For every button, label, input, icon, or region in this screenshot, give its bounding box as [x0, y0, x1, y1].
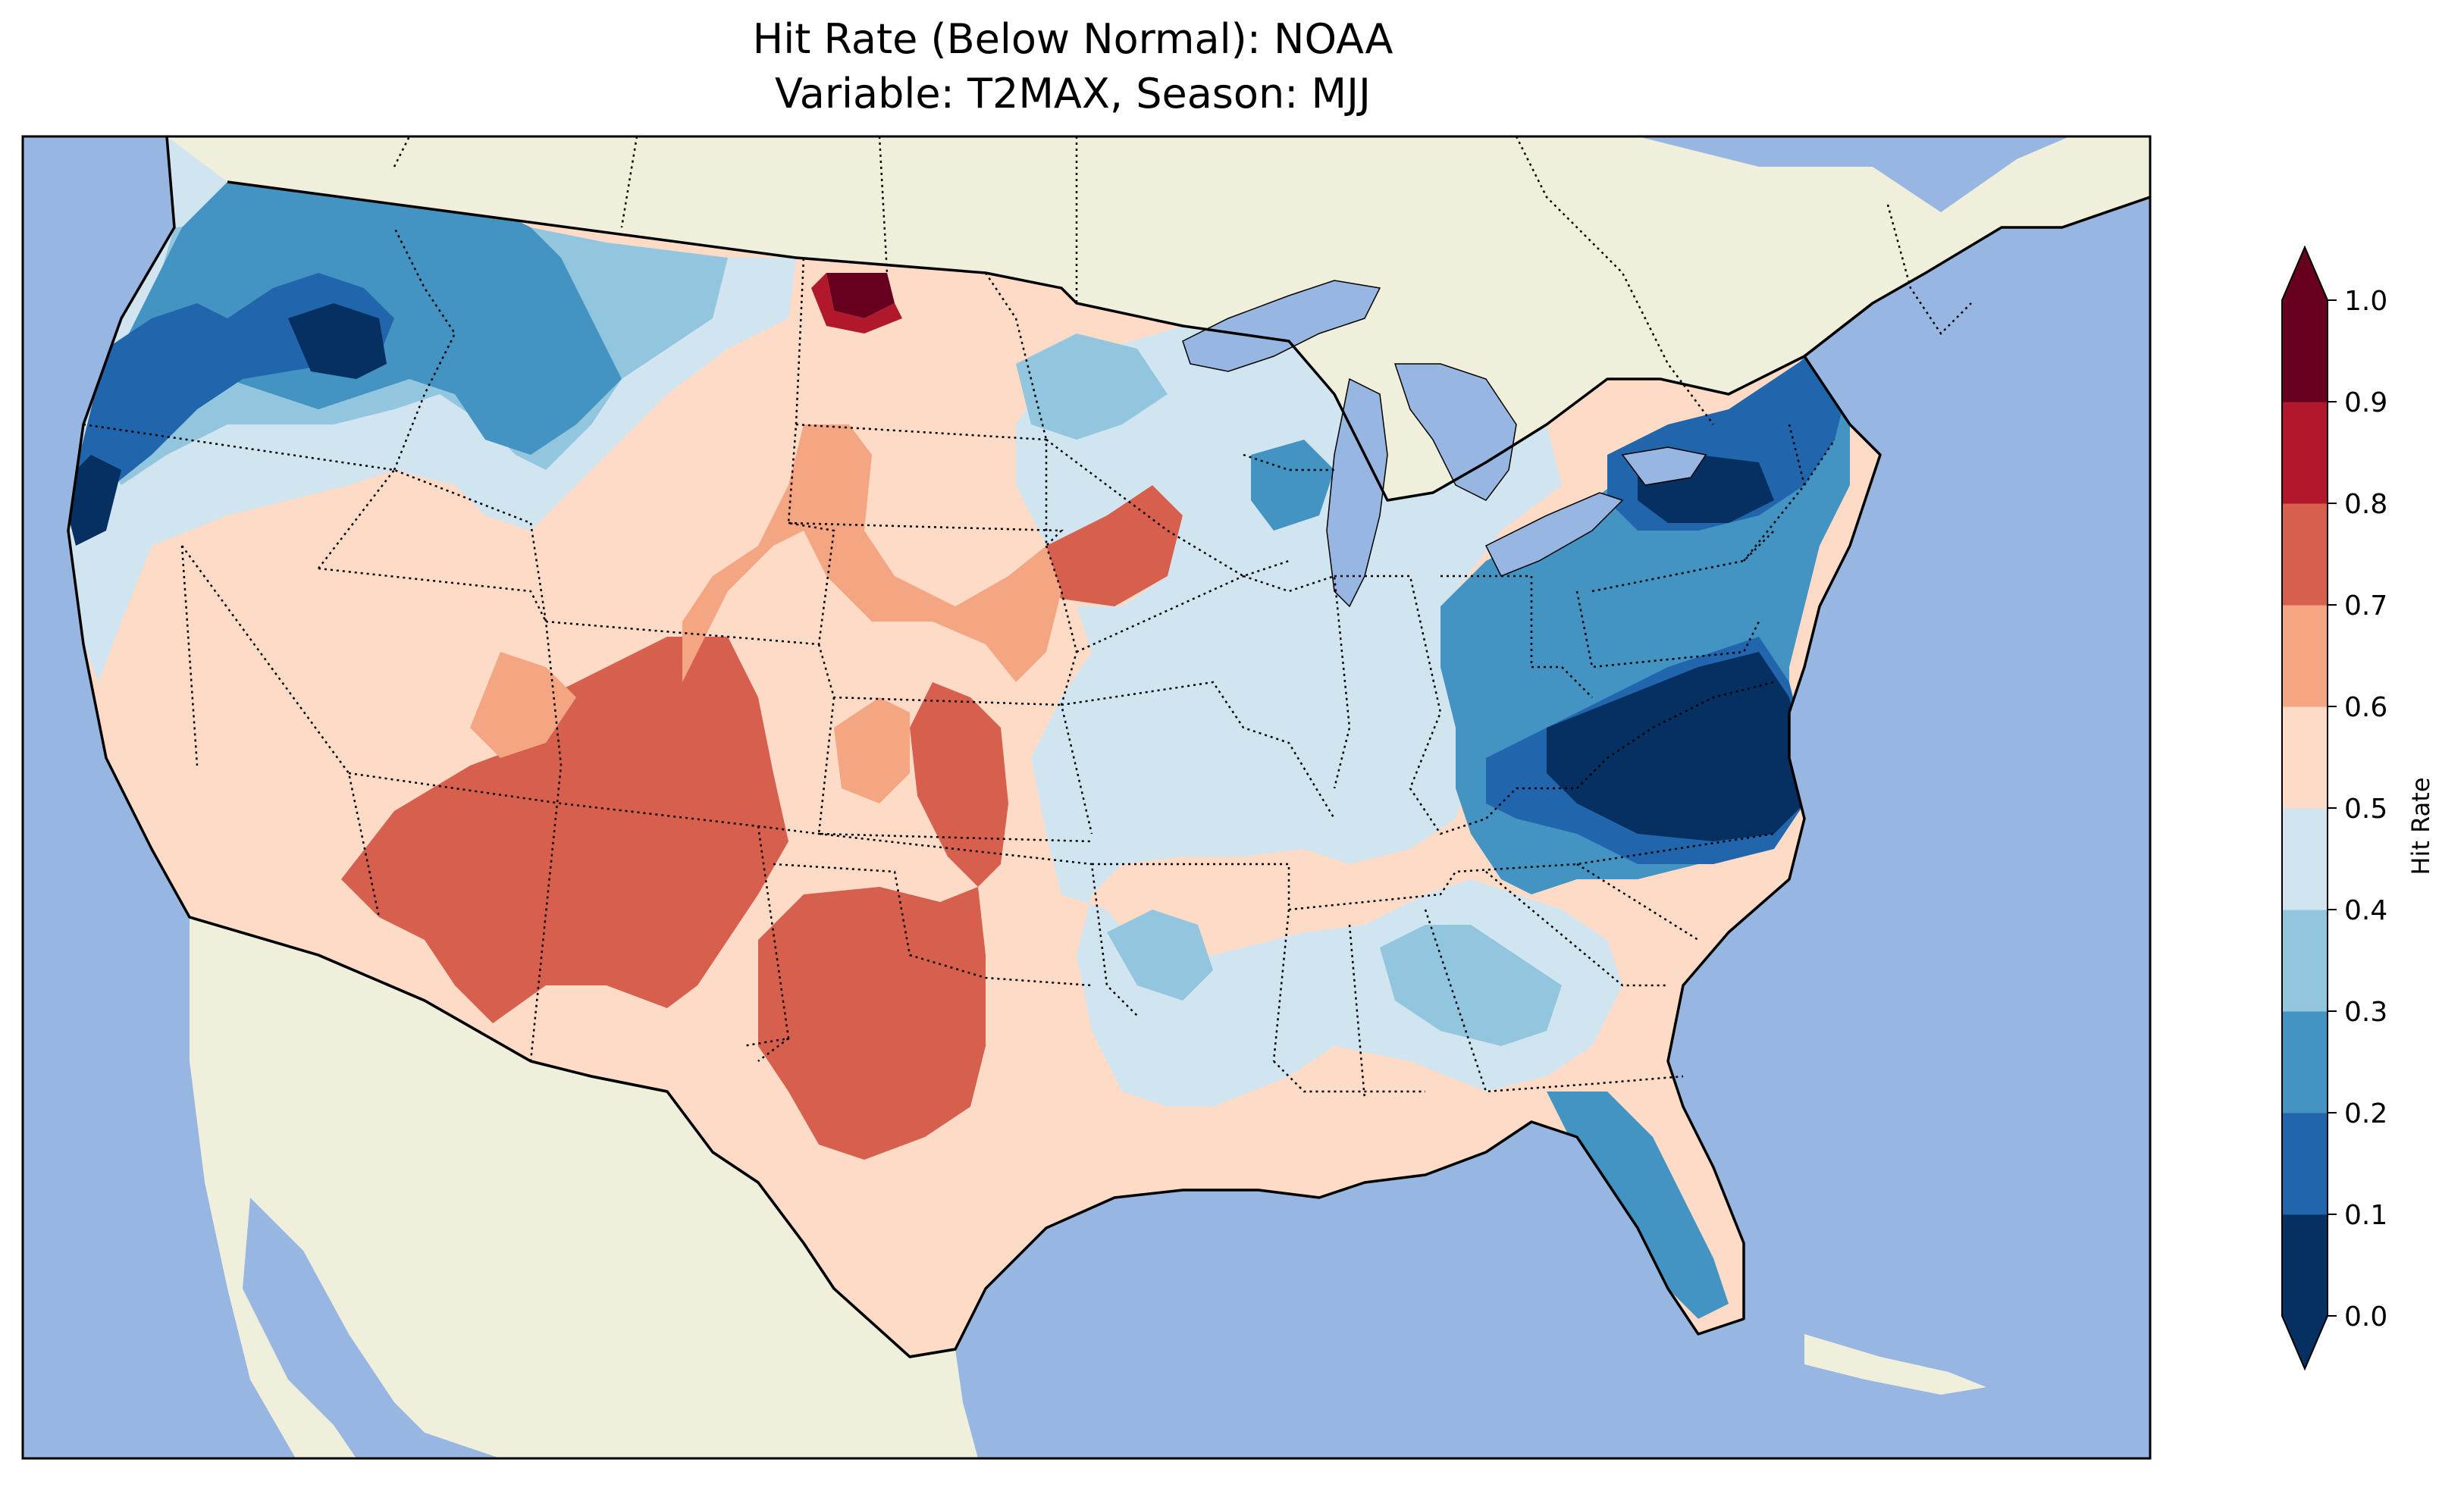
region-montana-ring: [811, 273, 902, 334]
colorbar-tick-label: 0.1: [2344, 1200, 2387, 1231]
region-idaho-darkest: [288, 303, 387, 379]
us-canada-border: [227, 180, 1874, 502]
region-ut-orange: [470, 652, 576, 758]
region-florida-blue: [1547, 1092, 1729, 1319]
region-southern-plains: [758, 887, 986, 1160]
region-plains-orange: [682, 424, 1061, 682]
mexico-land: [190, 917, 978, 1458]
colorbar-segment: [2282, 808, 2328, 910]
region-kansas-orange: [834, 697, 910, 803]
colorbar-tick-label: 0.6: [2344, 692, 2387, 723]
region-southwest: [341, 637, 788, 1023]
map-area: [23, 136, 2150, 1458]
colorbar-segment: [2282, 605, 2328, 707]
colorbar-segment: [2282, 402, 2328, 504]
hit-rate-field: [68, 136, 1850, 1319]
region-iowa: [1039, 485, 1183, 606]
colorbar-tick-label: 0.5: [2344, 794, 2387, 825]
canada-land: [167, 136, 2150, 500]
lake-erie: [1484, 492, 1624, 577]
lake-michigan: [1326, 377, 1388, 608]
region-se-blue: [1380, 925, 1562, 1046]
province-borders: [393, 136, 1972, 425]
colorbar-segment: [2282, 1214, 2328, 1317]
colorbar-tick-label: 0.4: [2344, 895, 2387, 926]
colorbar-segment: [2282, 1011, 2328, 1113]
region-midwest: [1016, 326, 1622, 1107]
lake-ontario: [1621, 446, 1707, 486]
colorbar-segment: [2282, 503, 2328, 606]
colorbar-extend-min: [2282, 1316, 2328, 1369]
colorbar-segment: [2282, 706, 2328, 809]
lake-superior: [1182, 280, 1381, 372]
colorbar-tick-label: 0.2: [2344, 1098, 2387, 1129]
colorbar-tick-label: 0.8: [2344, 489, 2387, 520]
region-wisconsin-blue: [1251, 440, 1334, 531]
state-borders: [83, 227, 1836, 1100]
colorbar-tick-label: 0.0: [2344, 1301, 2387, 1333]
region-ok-blue: [1107, 910, 1213, 1001]
colorbar-segment: [2282, 1113, 2328, 1215]
colorbar-label: Hit Rate: [2406, 777, 2435, 875]
colorbar-segment: [2282, 910, 2328, 1012]
colorbar-tick-label: 1.0: [2344, 286, 2387, 317]
colorbar-tick-label: 0.9: [2344, 387, 2387, 418]
map-frame: [21, 135, 2152, 1460]
colorbar-extend-max: [2282, 247, 2328, 300]
colorbar-tick-label: 0.7: [2344, 590, 2387, 622]
chart-title-line2: Variable: T2MAX, Season: MJJ: [775, 70, 1371, 117]
chart-title-line1: Hit Rate (Below Normal): NOAA: [752, 15, 1393, 63]
us-mexico-border: [189, 916, 956, 1358]
region-upper-midwest-blue: [1016, 334, 1168, 440]
colorbar: 0.0 0.1 0.2 0.3 0.4 0.5 0.6 0.7 0.8 0.9 1.0: [2281, 245, 2387, 1371]
region-central-plains-red: [910, 682, 1008, 887]
colorbar-tick-label: 0.3: [2344, 997, 2387, 1028]
region-va-darkest: [1547, 652, 1804, 841]
colorbar-segment: [2282, 300, 2328, 402]
lake-huron: [1393, 363, 1517, 501]
region-montana-peak: [826, 273, 895, 318]
cuba-land: [1804, 1334, 1986, 1395]
great-lakes: [1182, 280, 1707, 608]
